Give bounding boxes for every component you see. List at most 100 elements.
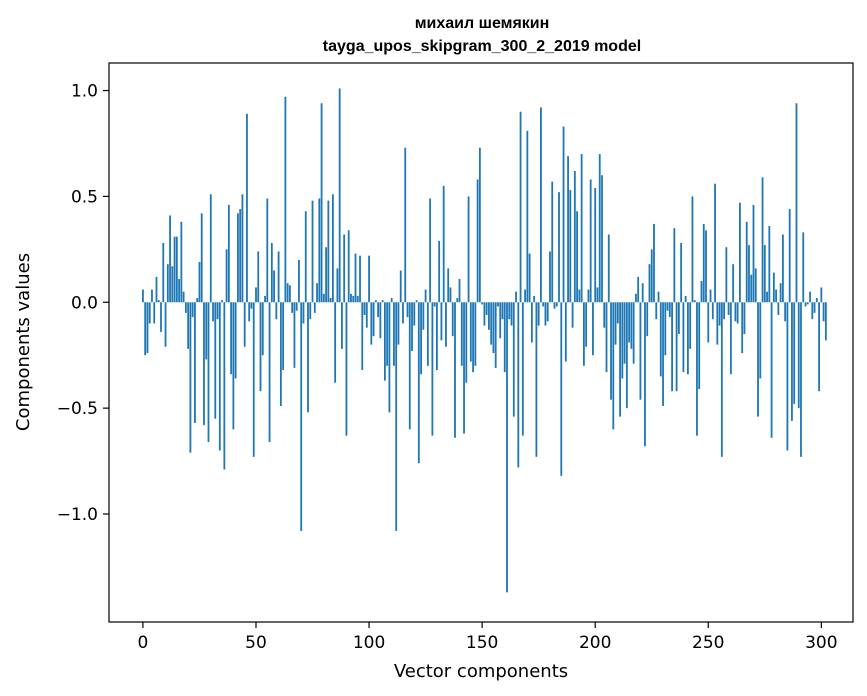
bar xyxy=(270,242,273,303)
bar xyxy=(205,302,208,360)
bar xyxy=(399,270,402,303)
bar xyxy=(169,215,171,303)
bar xyxy=(485,302,488,315)
bar xyxy=(659,302,662,377)
bar xyxy=(555,302,558,307)
bar xyxy=(395,302,398,531)
bar xyxy=(775,289,778,303)
bar xyxy=(467,196,470,303)
bar xyxy=(772,272,775,303)
bar xyxy=(277,251,280,303)
bar xyxy=(282,302,285,371)
bar xyxy=(175,236,178,303)
bar xyxy=(788,209,791,303)
bar xyxy=(420,302,422,375)
bar xyxy=(768,226,771,303)
bar xyxy=(327,200,330,303)
bar xyxy=(200,213,203,303)
bar xyxy=(151,289,153,303)
bar xyxy=(732,264,735,303)
bar xyxy=(754,268,757,303)
bar xyxy=(592,302,594,356)
bar xyxy=(745,221,748,303)
bar xyxy=(307,302,309,413)
bar xyxy=(709,289,712,303)
bar xyxy=(560,302,563,476)
bar xyxy=(777,302,780,315)
bar xyxy=(388,302,391,413)
bar xyxy=(714,183,716,303)
bar xyxy=(313,302,316,313)
bar xyxy=(793,302,796,404)
bar xyxy=(594,187,597,303)
bar xyxy=(377,302,380,318)
bar xyxy=(806,302,809,305)
bar xyxy=(693,300,696,303)
bar xyxy=(218,302,221,451)
bar xyxy=(791,302,793,421)
bar xyxy=(180,221,183,303)
bar xyxy=(393,302,395,366)
bar xyxy=(558,192,560,303)
bar xyxy=(664,302,667,356)
bar xyxy=(748,245,750,303)
bar xyxy=(696,302,698,436)
bar xyxy=(146,302,149,354)
bar xyxy=(365,302,368,328)
bar xyxy=(225,249,228,303)
bar xyxy=(711,302,714,320)
bar xyxy=(589,179,592,303)
bar xyxy=(173,236,176,303)
bar xyxy=(757,302,759,417)
bar xyxy=(508,302,511,320)
bar xyxy=(653,223,655,303)
bar xyxy=(648,264,651,303)
bar xyxy=(433,302,436,307)
bar xyxy=(553,302,556,309)
bar xyxy=(431,302,434,436)
bar xyxy=(438,240,441,303)
bar xyxy=(261,302,264,356)
bar xyxy=(361,302,364,371)
bar xyxy=(417,302,420,464)
bar xyxy=(234,302,237,379)
bar xyxy=(680,242,683,303)
bar xyxy=(506,302,508,593)
bar xyxy=(442,185,445,303)
bar xyxy=(687,302,689,375)
bar xyxy=(818,302,820,392)
bar xyxy=(445,302,447,347)
bar xyxy=(465,302,468,383)
bar xyxy=(189,302,192,453)
bar xyxy=(517,302,520,468)
bar xyxy=(291,302,294,313)
bar xyxy=(809,291,811,303)
bar xyxy=(207,302,210,443)
bar xyxy=(607,234,610,303)
bar xyxy=(243,302,246,347)
bar xyxy=(598,154,601,303)
y-axis-label: Components values xyxy=(13,253,34,431)
bar xyxy=(535,302,538,457)
bar xyxy=(178,278,181,303)
bar xyxy=(336,268,339,303)
bar xyxy=(736,302,739,324)
bar xyxy=(370,302,373,345)
bar xyxy=(716,302,719,345)
bar xyxy=(614,302,617,345)
bar xyxy=(237,213,239,303)
bar xyxy=(786,302,789,451)
y-tick-label: −0.5 xyxy=(57,399,98,419)
bar xyxy=(295,302,298,311)
bar xyxy=(813,302,816,313)
bar xyxy=(533,295,536,303)
bar xyxy=(252,302,255,457)
bar xyxy=(515,291,517,303)
bar xyxy=(359,255,361,303)
bar xyxy=(707,302,710,343)
bar xyxy=(734,302,737,322)
bar xyxy=(700,281,703,303)
bar xyxy=(406,302,409,318)
bar xyxy=(266,198,269,303)
bar xyxy=(601,175,603,303)
